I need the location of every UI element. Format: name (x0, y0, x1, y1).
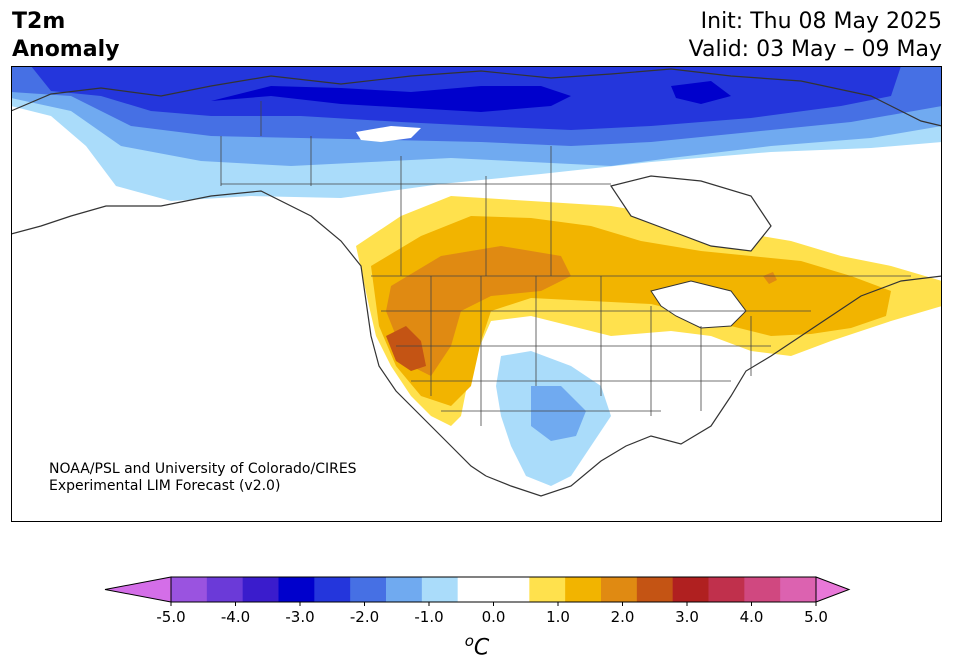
colorbar-segments (170, 576, 817, 603)
colorbar-segment (421, 577, 459, 602)
great-lakes-fill (651, 281, 746, 328)
colorbar-tick-label: 0.0 (482, 608, 506, 626)
state-boundaries (220, 101, 911, 426)
colorbar-tick-labels: -5.0 -4.0 -3.0 -2.0 -1.0 0.0 1.0 2.0 3.0 4.0 5.0 (156, 608, 828, 626)
colorbar-segment (636, 577, 674, 602)
colorbar-tick-label: -4.0 (221, 608, 250, 626)
coastline-hudson (610, 175, 772, 252)
anomaly-warm-strong (386, 246, 571, 376)
colorbar-segment (744, 577, 781, 602)
coastline-arctic (11, 68, 942, 127)
colorbar-segment (386, 577, 423, 602)
map-frame (11, 66, 942, 522)
colorbar-segment (278, 577, 315, 602)
init-date: Init: Thu 08 May 2025 (700, 9, 942, 34)
unit-letter: C (473, 635, 490, 661)
colorbar-segment (601, 577, 638, 602)
colorbar: -5.0 -4.0 -3.0 -2.0 -1.0 0.0 1.0 2.0 3.0 4.0 5.0 (104, 576, 851, 626)
colorbar-segment (708, 577, 745, 602)
title-line-1: T2m (12, 9, 66, 34)
title-line-2: Anomaly (12, 37, 120, 62)
coastline-gulf (485, 275, 942, 497)
colorbar-segment (350, 577, 387, 602)
colorbar-segment (672, 577, 709, 602)
coastline-lakes (650, 280, 747, 329)
colorbar-segment (171, 577, 208, 602)
credit-line-2: Experimental LIM Forecast (v2.0) (49, 478, 281, 494)
anomaly-warm-core (386, 326, 426, 371)
colorbar-segment (565, 577, 602, 602)
colorbar-tick-label: 4.0 (740, 608, 764, 626)
valid-range: Valid: 03 May – 09 May (688, 37, 942, 62)
anomaly-cold-core-east (671, 81, 731, 104)
colorbar-tick-label: 2.0 (611, 608, 635, 626)
forecast-dates: Init: Thu 08 May 2025 Valid: 03 May – 09… (689, 8, 942, 64)
colorbar-segment (206, 577, 244, 602)
colorbar-segment (314, 577, 351, 602)
colorbar-ticks (170, 602, 817, 606)
colorbar-tick-label: -1.0 (414, 608, 443, 626)
coastline-west (11, 190, 487, 477)
colorbar-segment (529, 577, 566, 602)
colorbar-under-arrow (104, 576, 172, 603)
colorbar-segment (493, 577, 530, 602)
hudson-bay-fill (611, 176, 771, 251)
colorbar-unit: oC (0, 632, 954, 660)
map-title: T2m Anomaly (12, 8, 119, 64)
credit-line-1: NOAA/PSL and University of Colorado/CIRE… (49, 461, 357, 477)
anomaly-cool-south-medium (531, 386, 586, 441)
anomaly-warm-spot-east (763, 272, 777, 284)
colorbar-over-arrow (815, 576, 851, 603)
arctic-water-patch (356, 126, 421, 142)
colorbar-tick-label: 5.0 (804, 608, 828, 626)
colorbar-segment (780, 577, 817, 602)
anomaly-map (11, 66, 942, 522)
colorbar-tick-label: -5.0 (156, 608, 185, 626)
unit-degree: o (464, 632, 474, 650)
colorbar-segment (242, 577, 279, 602)
colorbar-tick-label: -2.0 (350, 608, 379, 626)
colorbar-segment (457, 577, 494, 602)
credit-text: NOAA/PSL and University of Colorado/CIRE… (49, 461, 357, 495)
anomaly-cold-core (211, 86, 571, 112)
colorbar-tick-label: 3.0 (675, 608, 699, 626)
colorbar-tick-label: 1.0 (546, 608, 570, 626)
colorbar-tick-label: -3.0 (285, 608, 314, 626)
